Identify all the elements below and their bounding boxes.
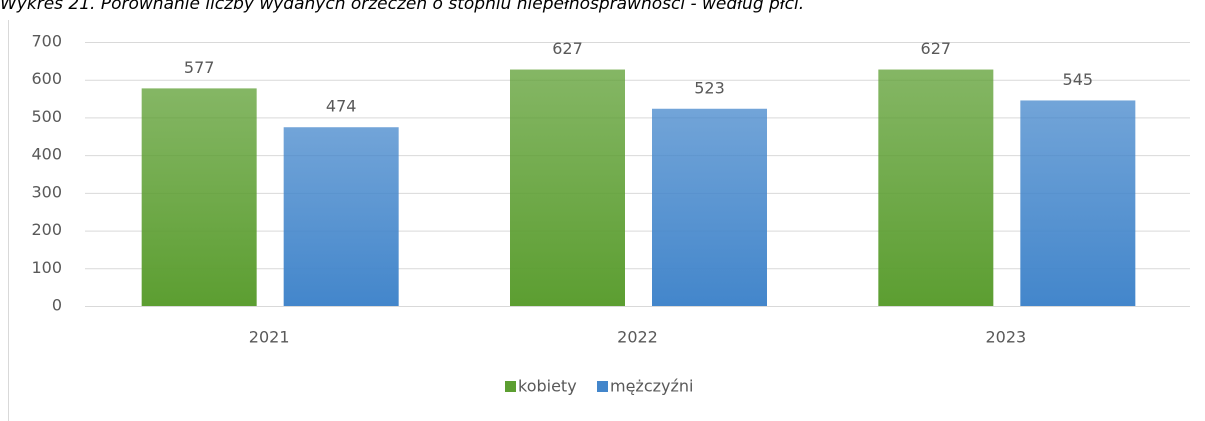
x-tick-label: 2023 (985, 328, 1026, 347)
y-tick-label: 500 (31, 107, 62, 126)
bar (141, 88, 257, 306)
y-tick-label: 0 (52, 296, 62, 315)
y-tick-label: 700 (31, 32, 62, 51)
legend-label: mężczyźni (610, 377, 693, 396)
y-tick-label: 200 (31, 220, 62, 239)
chart-title: Wykres 21. Porównanie liczby wydanych or… (0, 0, 804, 14)
data-label: 545 (1063, 70, 1094, 89)
data-label: 474 (326, 97, 357, 116)
y-tick-label: 400 (31, 145, 62, 164)
bar (878, 69, 994, 306)
y-tick-label: 600 (31, 69, 62, 88)
data-label: 577 (184, 58, 215, 77)
bar (510, 69, 625, 306)
bar (652, 108, 767, 306)
data-label: 627 (921, 39, 952, 58)
x-tick-label: 2021 (249, 328, 290, 347)
bar (1020, 100, 1136, 306)
bar (283, 127, 399, 306)
legend-swatch (597, 381, 608, 392)
data-label: 523 (694, 78, 725, 97)
x-tick-label: 2022 (617, 328, 658, 347)
data-label: 627 (552, 39, 583, 58)
legend-label: kobiety (518, 377, 577, 396)
y-tick-label: 300 (31, 182, 62, 201)
y-tick-label: 100 (31, 258, 62, 277)
legend-swatch (505, 381, 516, 392)
